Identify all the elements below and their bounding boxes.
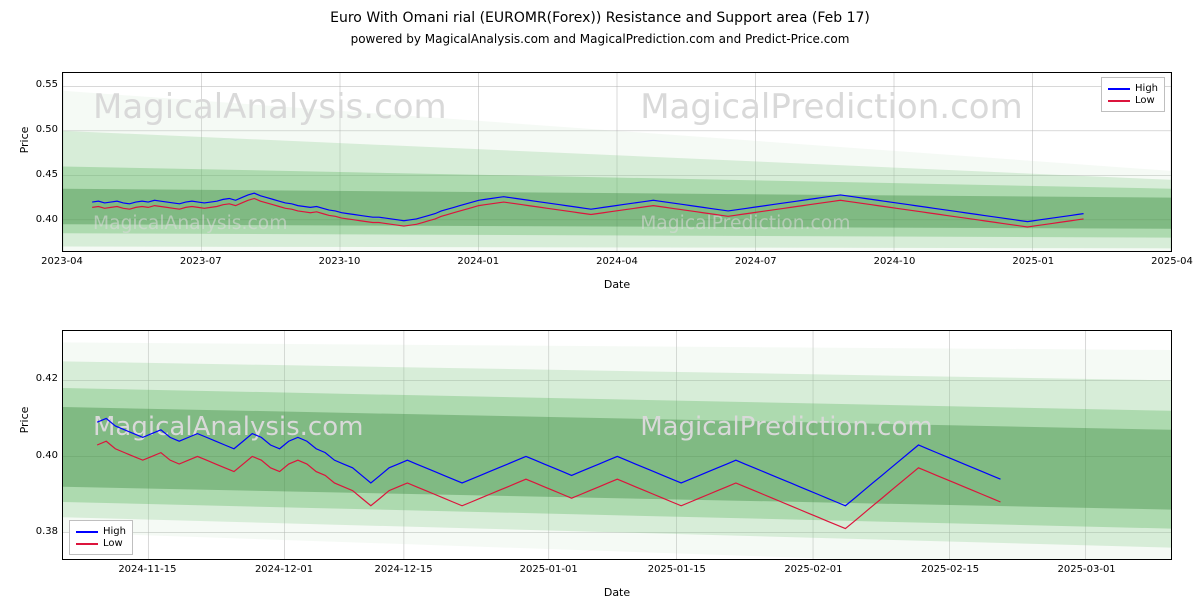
x-tick-label: 2025-04 (1151, 256, 1193, 267)
y-tick-label: 0.38 (20, 526, 58, 537)
y-tick-label: 0.50 (20, 124, 58, 135)
legend-item: High (1108, 83, 1158, 94)
x-tick-label: 2024-10 (874, 256, 916, 267)
x-tick-label: 2023-04 (41, 256, 83, 267)
y-tick-label: 0.45 (20, 169, 58, 180)
chart-panel-bottom: MagicalAnalysis.comMagicalPrediction.com… (62, 330, 1172, 560)
x-tick-label: 2024-01 (457, 256, 499, 267)
y-tick-label: 0.55 (20, 79, 58, 90)
legend-swatch (76, 531, 98, 533)
figure: Euro With Omani rial (EUROMR(Forex)) Res… (0, 0, 1200, 600)
x-tick-label: 2025-02-15 (921, 564, 979, 575)
series-line-high (97, 418, 1000, 505)
y-tick-label: 0.42 (20, 373, 58, 384)
x-tick-label: 2023-07 (180, 256, 222, 267)
x-axis-label-bottom: Date (62, 586, 1172, 599)
chart-subtitle: powered by MagicalAnalysis.com and Magic… (0, 32, 1200, 46)
y-tick-label: 0.40 (20, 450, 58, 461)
x-axis-label-top: Date (62, 278, 1172, 291)
x-tick-label: 2025-01-15 (648, 564, 706, 575)
legend-swatch (76, 543, 98, 545)
legend-swatch (1108, 100, 1130, 102)
legend-label: High (1135, 83, 1158, 94)
x-tick-label: 2025-02-01 (784, 564, 842, 575)
legend-swatch (1108, 88, 1130, 90)
series-line-low (97, 441, 1000, 528)
x-tick-label: 2024-12-01 (255, 564, 313, 575)
y-axis-label-top: Price (18, 80, 31, 200)
x-tick-label: 2023-10 (319, 256, 361, 267)
legend: HighLow (1101, 77, 1165, 112)
legend-label: High (103, 526, 126, 537)
legend-label: Low (1135, 95, 1155, 106)
x-tick-label: 2024-04 (596, 256, 638, 267)
legend: HighLow (69, 520, 133, 555)
y-tick-label: 0.40 (20, 214, 58, 225)
series-line-high (92, 193, 1083, 221)
legend-label: Low (103, 538, 123, 549)
x-tick-label: 2025-01-01 (520, 564, 578, 575)
chart-panel-top: MagicalAnalysis.comMagicalPrediction.com… (62, 72, 1172, 252)
legend-item: High (76, 526, 126, 537)
x-tick-label: 2024-07 (735, 256, 777, 267)
series-line-low (92, 198, 1083, 226)
legend-item: Low (76, 538, 126, 549)
x-tick-label: 2025-03-01 (1058, 564, 1116, 575)
legend-item: Low (1108, 95, 1158, 106)
x-tick-label: 2024-12-15 (374, 564, 432, 575)
chart-title: Euro With Omani rial (EUROMR(Forex)) Res… (0, 10, 1200, 26)
x-tick-label: 2025-01 (1012, 256, 1054, 267)
x-tick-label: 2024-11-15 (118, 564, 176, 575)
